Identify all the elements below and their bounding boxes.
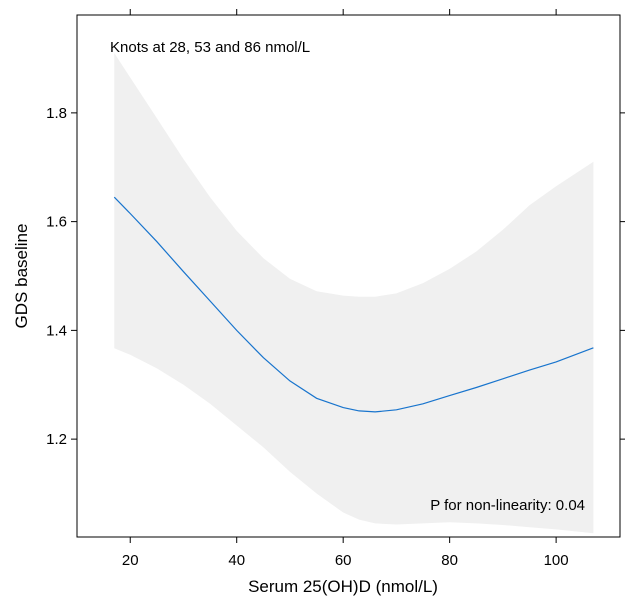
p-nonlinearity-annotation: P for non-linearity: 0.04 [430, 497, 585, 514]
y-tick-label: 1.8 [46, 105, 67, 122]
y-axis-label: GDS baseline [12, 224, 31, 329]
x-tick-label: 20 [122, 552, 139, 569]
x-tick-label: 80 [441, 552, 458, 569]
x-tick-label: 100 [544, 552, 569, 569]
x-tick-label: 40 [228, 552, 245, 569]
y-tick-label: 1.4 [46, 322, 67, 339]
plot-frame [76, 14, 621, 538]
confidence-band [114, 53, 594, 534]
knots-annotation: Knots at 28, 53 and 86 nmol/L [110, 39, 310, 56]
spline-curve [113, 196, 594, 413]
x-axis-label: Serum 25(OH)D (nmol/L) [248, 577, 438, 596]
x-tick-label: 60 [335, 552, 352, 569]
y-tick-label: 1.6 [46, 214, 67, 231]
y-tick-label: 1.2 [46, 431, 67, 448]
